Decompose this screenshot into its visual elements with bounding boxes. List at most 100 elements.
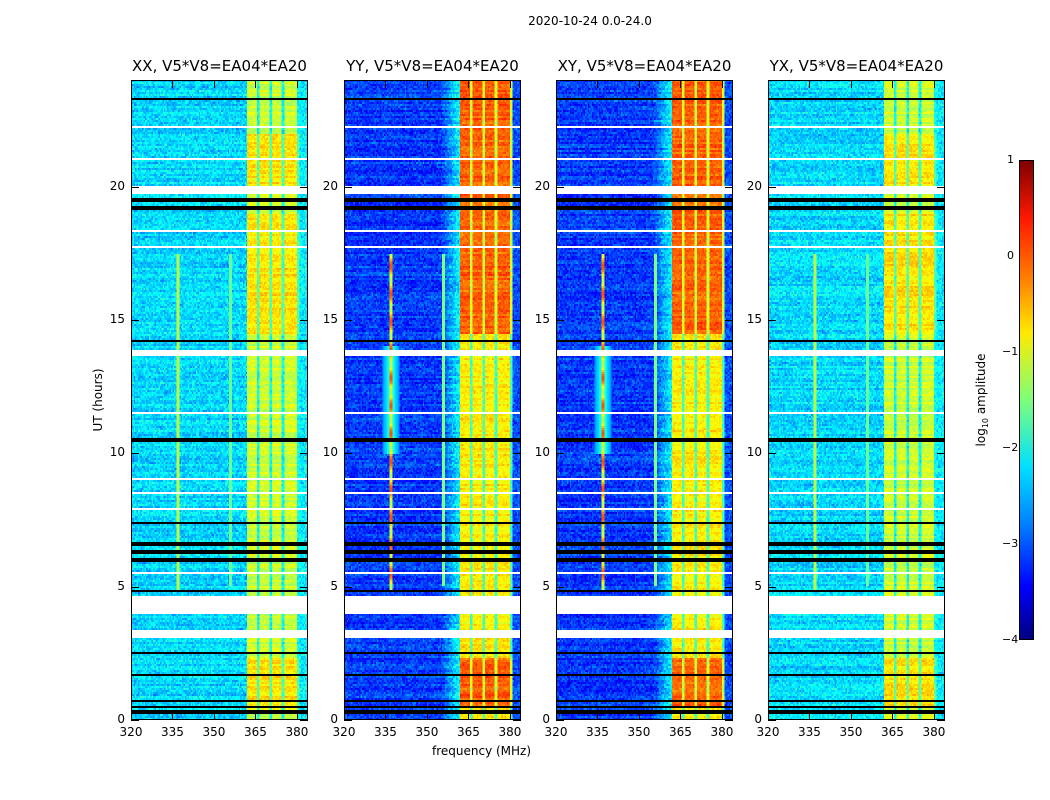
y-tick-mark: [725, 453, 733, 455]
x-tick-mark: [850, 712, 852, 720]
y-tick-label: 15: [322, 312, 338, 326]
y-tick-label: 10: [322, 445, 338, 460]
y-tick-mark: [937, 720, 945, 721]
heatmap: [768, 80, 945, 720]
x-tick-label: 365: [669, 725, 692, 739]
x-tick-mark: [509, 80, 511, 88]
x-tick-label: 320: [119, 725, 143, 739]
y-tick-mark: [768, 720, 776, 721]
y-tick-mark: [768, 186, 776, 188]
y-tick-mark: [556, 186, 564, 188]
y-tick-mark: [513, 720, 521, 721]
y-tick-mark: [937, 320, 945, 321]
colorbar-tick-label: −1: [1002, 345, 1019, 358]
y-tick-mark: [513, 320, 521, 321]
x-tick-mark: [721, 80, 723, 88]
x-tick-mark: [344, 712, 345, 720]
y-tick-mark: [513, 453, 521, 455]
x-tick-label: 320: [756, 725, 780, 739]
x-tick-mark: [468, 80, 470, 88]
y-tick-mark: [556, 720, 564, 721]
panel-title: YY, V5*V8=EA04*EA20: [346, 57, 519, 75]
y-tick-mark: [300, 320, 308, 321]
x-tick-mark: [556, 80, 557, 88]
colorbar-tick-label: 1: [1007, 153, 1014, 166]
x-tick-mark: [296, 712, 298, 720]
x-tick-mark: [344, 80, 345, 88]
x-tick-mark: [213, 712, 215, 720]
x-tick-mark: [850, 80, 852, 88]
y-tick-mark: [513, 586, 521, 588]
y-tick-mark: [556, 453, 564, 455]
y-tick-mark: [131, 320, 139, 321]
x-tick-label: 365: [244, 725, 267, 739]
panel-title: XY, V5*V8=EA04*EA20: [557, 57, 732, 75]
x-tick-label: 365: [881, 725, 904, 739]
x-tick-label: 320: [544, 725, 568, 739]
x-tick-label: 335: [798, 725, 821, 739]
y-tick-mark: [937, 586, 945, 588]
y-tick-mark: [937, 453, 945, 455]
x-tick-mark: [721, 712, 723, 720]
y-tick-label: 0: [542, 712, 550, 726]
x-tick-mark: [680, 80, 682, 88]
x-tick-label: 335: [586, 725, 609, 739]
x-tick-mark: [255, 712, 257, 720]
y-tick-mark: [556, 320, 564, 321]
y-tick-mark: [344, 320, 352, 321]
y-tick-label: 5: [754, 578, 762, 593]
y-tick-label: 20: [109, 178, 125, 193]
x-tick-mark: [131, 80, 132, 88]
y-tick-mark: [768, 586, 776, 588]
y-tick-mark: [300, 186, 308, 188]
y-tick-mark: [768, 453, 776, 455]
y-tick-mark: [937, 186, 945, 188]
x-axis-label: frequency (MHz): [432, 744, 532, 758]
x-tick-label: 380: [922, 725, 946, 739]
x-tick-mark: [172, 80, 174, 88]
x-tick-mark: [892, 80, 894, 88]
colorbar-tick-label: −4: [1002, 633, 1019, 646]
x-tick-mark: [172, 712, 174, 720]
y-tick-mark: [725, 186, 733, 188]
spectrogram-panel: XX, V5*V8=EA04*EA20 320 335 350 365 380 0…: [110, 57, 309, 739]
x-tick-mark: [255, 80, 257, 88]
y-tick-mark: [344, 453, 352, 455]
figure-title: 2020-10-24 0.0-24.0: [528, 14, 652, 28]
y-tick-mark: [513, 186, 521, 188]
spectrogram-panel: YX, V5*V8=EA04*EA20 320 335 350 365 380 0…: [747, 57, 946, 739]
spectrogram-panel: XY, V5*V8=EA04*EA20 320 335 350 365 380 0…: [535, 57, 734, 739]
x-tick-mark: [385, 712, 387, 720]
x-tick-mark: [809, 712, 811, 720]
spectrogram-panel: YY, V5*V8=EA04*EA20 320 335 350 365 380 0…: [323, 57, 522, 739]
y-tick-mark: [131, 453, 139, 455]
heatmap: [556, 80, 733, 720]
y-tick-label: 5: [117, 578, 125, 593]
y-tick-mark: [725, 720, 733, 721]
x-tick-label: 350: [415, 725, 439, 739]
y-tick-mark: [344, 720, 352, 721]
x-tick-label: 350: [202, 725, 226, 739]
x-tick-label: 380: [285, 725, 309, 739]
y-tick-mark: [768, 320, 776, 321]
x-tick-label: 380: [498, 725, 522, 739]
y-tick-label: 15: [109, 312, 125, 326]
y-tick-mark: [131, 586, 139, 588]
heatmap: [344, 80, 521, 720]
x-tick-mark: [556, 712, 557, 720]
y-tick-label: 5: [330, 578, 338, 593]
x-tick-mark: [426, 80, 428, 88]
colorbar-tick-label: −3: [1002, 537, 1019, 550]
y-tick-label: 15: [534, 312, 550, 326]
y-tick-label: 0: [330, 712, 338, 726]
y-tick-mark: [725, 320, 733, 321]
y-tick-mark: [556, 586, 564, 588]
y-tick-label: 10: [746, 445, 762, 460]
colorbar-tick-label: 0: [1007, 249, 1014, 262]
y-tick-mark: [300, 720, 308, 721]
panel-title: YX, V5*V8=EA04*EA20: [769, 57, 944, 75]
x-tick-label: 335: [161, 725, 184, 739]
x-tick-label: 320: [332, 725, 356, 739]
x-tick-label: 380: [710, 725, 734, 739]
